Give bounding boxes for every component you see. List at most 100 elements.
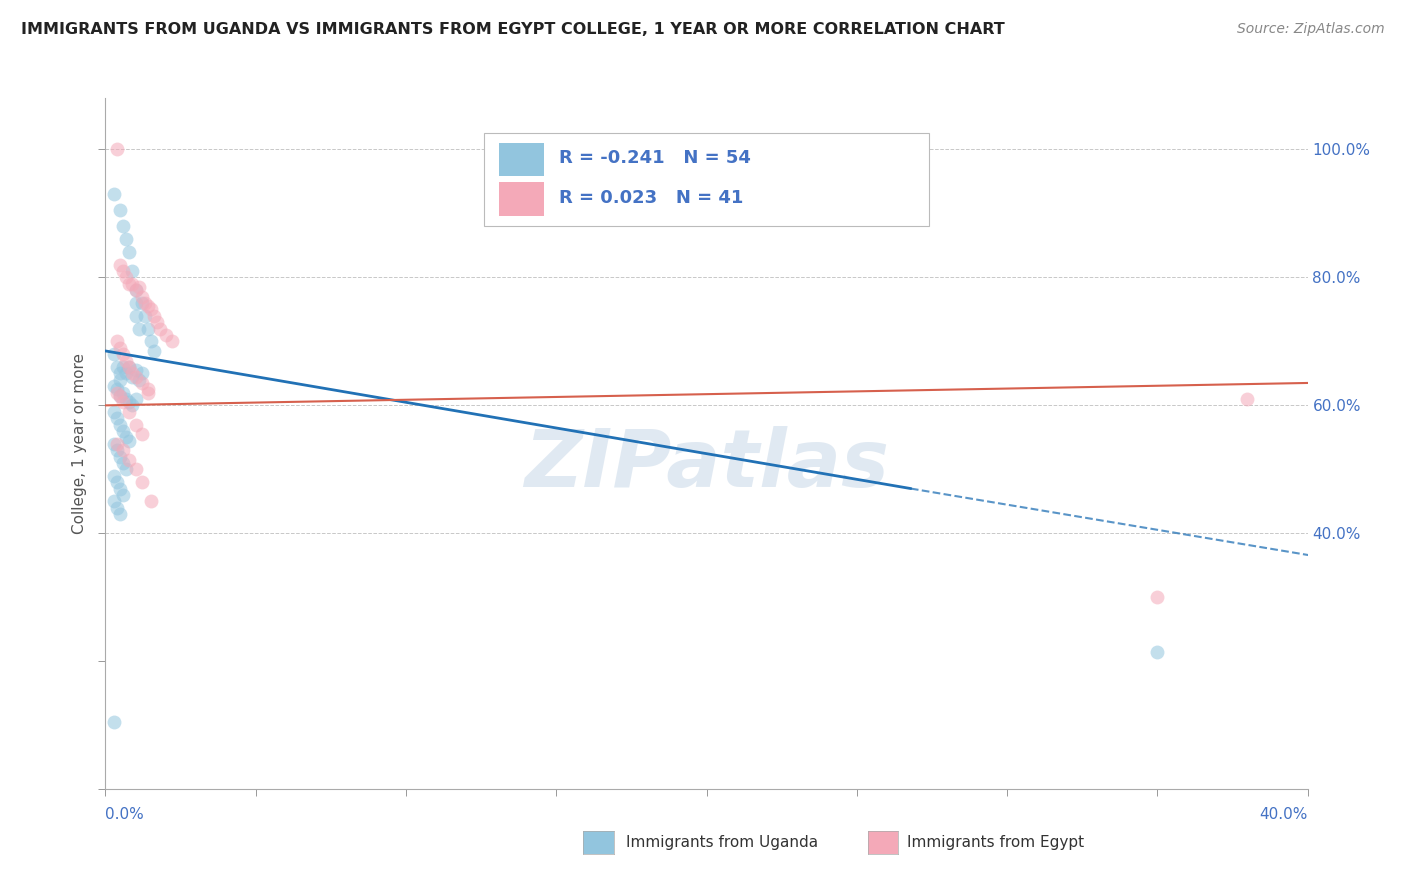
Point [1236, 392, 1258, 406]
Point [118, 277, 141, 291]
Point [121, 369, 143, 384]
Point [118, 359, 141, 374]
Point [131, 475, 153, 490]
Point [131, 296, 153, 310]
Point [107, 385, 129, 400]
Point [112, 424, 135, 438]
Point [1146, 645, 1168, 659]
Point [124, 296, 146, 310]
Point [103, 347, 125, 361]
Point [103, 468, 125, 483]
Point [115, 232, 138, 246]
Point [107, 437, 129, 451]
Point [110, 258, 132, 272]
Point [112, 359, 135, 374]
Point [110, 482, 132, 496]
Point [121, 264, 143, 278]
Point [118, 244, 141, 259]
Point [142, 309, 165, 323]
Point [107, 359, 129, 374]
Point [110, 450, 132, 464]
Text: 0.0%: 0.0% [105, 807, 145, 822]
Point [134, 309, 156, 323]
Point [155, 328, 177, 343]
Point [110, 373, 132, 387]
Point [139, 334, 162, 349]
Point [124, 283, 146, 297]
Point [139, 302, 162, 317]
Point [103, 379, 125, 393]
Point [112, 219, 135, 234]
Point [115, 353, 138, 368]
Point [128, 280, 150, 294]
Point [110, 341, 132, 355]
Point [107, 334, 129, 349]
Point [112, 488, 135, 502]
Point [112, 385, 135, 400]
Point [124, 363, 146, 377]
Point [118, 395, 141, 409]
Point [110, 367, 132, 381]
Point [131, 289, 153, 303]
Point [107, 443, 129, 458]
Point [118, 434, 141, 448]
Point [118, 405, 141, 419]
Text: Immigrants from Egypt: Immigrants from Egypt [907, 836, 1084, 850]
Point [112, 347, 135, 361]
FancyBboxPatch shape [499, 143, 544, 177]
Point [115, 430, 138, 444]
Point [121, 398, 143, 412]
Point [103, 187, 125, 202]
Point [107, 142, 129, 156]
Point [112, 443, 135, 458]
Point [118, 359, 141, 374]
Point [124, 283, 146, 297]
Point [124, 462, 146, 476]
Point [131, 376, 153, 390]
Point [118, 452, 141, 467]
Point [115, 462, 138, 476]
Text: ZIPatlas: ZIPatlas [524, 425, 889, 503]
Point [160, 334, 183, 349]
Point [121, 367, 143, 381]
Point [136, 321, 159, 335]
Text: R = -0.241   N = 54: R = -0.241 N = 54 [558, 149, 751, 168]
Point [103, 494, 125, 508]
Point [139, 494, 162, 508]
Y-axis label: College, 1 year or more: College, 1 year or more [72, 353, 87, 534]
Point [110, 507, 132, 521]
Text: 40.0%: 40.0% [1260, 807, 1308, 822]
Point [103, 437, 125, 451]
Point [131, 367, 153, 381]
Text: Source: ZipAtlas.com: Source: ZipAtlas.com [1237, 22, 1385, 37]
Point [112, 456, 135, 470]
Point [136, 299, 159, 313]
Point [110, 203, 132, 218]
Point [110, 389, 132, 403]
Point [103, 405, 125, 419]
Point [107, 383, 129, 397]
Text: IMMIGRANTS FROM UGANDA VS IMMIGRANTS FROM EGYPT COLLEGE, 1 YEAR OR MORE CORRELAT: IMMIGRANTS FROM UGANDA VS IMMIGRANTS FRO… [21, 22, 1005, 37]
FancyBboxPatch shape [484, 133, 929, 226]
Point [107, 475, 129, 490]
Point [110, 389, 132, 403]
Point [131, 427, 153, 442]
Point [115, 392, 138, 406]
Point [103, 715, 125, 730]
Point [128, 321, 150, 335]
Point [115, 270, 138, 285]
Point [128, 373, 150, 387]
Point [124, 392, 146, 406]
Point [124, 417, 146, 432]
FancyBboxPatch shape [499, 183, 544, 216]
Text: R = 0.023   N = 41: R = 0.023 N = 41 [558, 189, 742, 207]
Point [112, 264, 135, 278]
Point [107, 411, 129, 425]
Point [142, 343, 165, 358]
Point [112, 395, 135, 409]
Point [1146, 591, 1168, 605]
Point [110, 417, 132, 432]
Point [107, 500, 129, 515]
Point [134, 296, 156, 310]
Point [136, 385, 159, 400]
